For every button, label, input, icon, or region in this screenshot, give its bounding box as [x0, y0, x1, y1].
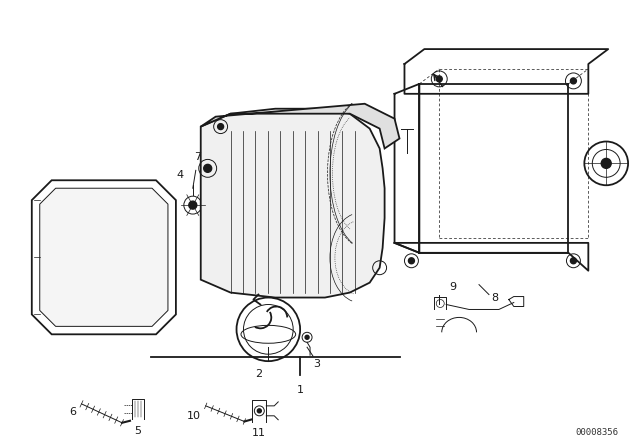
- Text: 6: 6: [70, 407, 77, 417]
- Polygon shape: [201, 109, 385, 297]
- Circle shape: [408, 258, 415, 264]
- Text: 00008356: 00008356: [575, 428, 618, 437]
- Circle shape: [218, 124, 223, 129]
- Text: 9: 9: [449, 282, 456, 292]
- Text: 1: 1: [296, 385, 303, 395]
- Text: 4: 4: [177, 170, 184, 180]
- Circle shape: [305, 335, 309, 339]
- Text: 10: 10: [187, 411, 201, 421]
- Circle shape: [570, 78, 577, 84]
- Text: 2: 2: [255, 369, 262, 379]
- Circle shape: [257, 409, 261, 413]
- Text: 8: 8: [491, 293, 498, 302]
- Text: 7: 7: [194, 152, 202, 162]
- Circle shape: [189, 201, 196, 209]
- PathPatch shape: [40, 188, 168, 326]
- Text: 5: 5: [134, 426, 141, 436]
- PathPatch shape: [32, 180, 176, 334]
- Circle shape: [570, 258, 577, 264]
- Circle shape: [601, 159, 611, 168]
- Text: 3: 3: [313, 359, 320, 369]
- Circle shape: [204, 164, 212, 172]
- Polygon shape: [201, 104, 399, 148]
- Text: 11: 11: [252, 428, 266, 438]
- Circle shape: [436, 76, 442, 82]
